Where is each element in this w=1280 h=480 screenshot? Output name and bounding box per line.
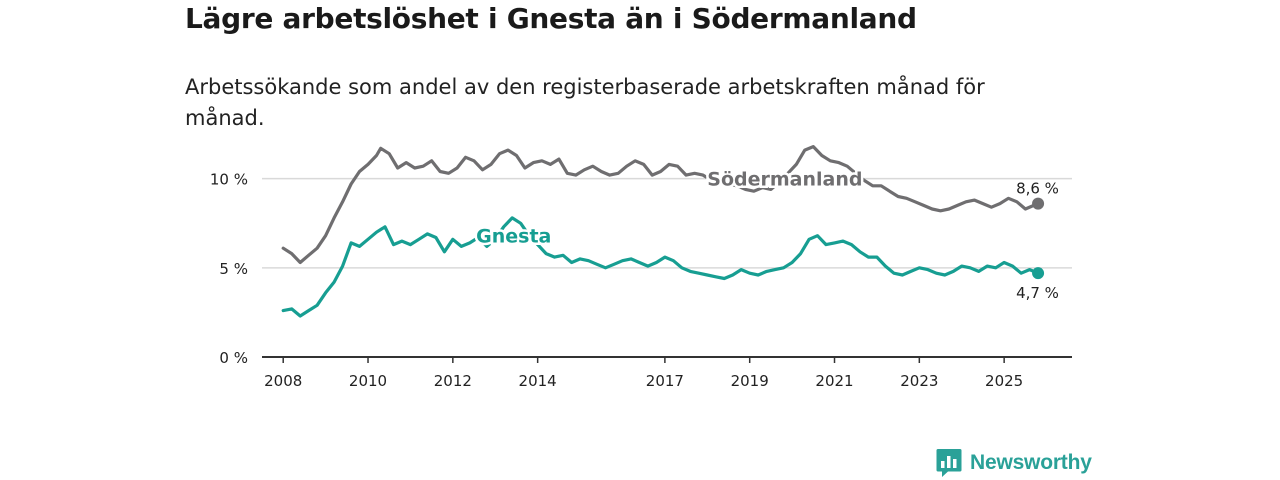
brand-name: Newsworthy	[970, 451, 1092, 474]
series-name-label: Gnesta	[476, 226, 551, 248]
series-lines	[281, 145, 1045, 318]
series-end-label: 4,7 %	[1016, 284, 1059, 302]
series-end-label: 8,6 %	[1016, 180, 1059, 198]
x-tick-label: 2023	[900, 372, 938, 390]
brand-logo: Newsworthy	[936, 448, 1092, 478]
y-tick-label: 10 %	[210, 171, 248, 189]
x-tick-label: 2008	[264, 372, 302, 390]
axes: 0 % 5 % 10 % 2008 2010 2012 2014 2017 2019 2021 20…	[210, 171, 1072, 390]
series-end-marker	[1032, 267, 1045, 280]
gridlines	[262, 177, 1072, 269]
line-chart: 0 % 5 % 10 % 2008 2010 2012 2014 2017 2019 2021 20…	[210, 145, 1072, 390]
series-labels: 8,6 % Södermanland 4,7 % Gnesta	[474, 166, 1059, 302]
x-tick-label: 2012	[434, 372, 472, 390]
chart-title: Lägre arbetslöshet i Gnesta än i Söderma…	[185, 2, 917, 35]
x-tick-label: 2025	[985, 372, 1023, 390]
series-line-södermanland	[281, 145, 1040, 265]
series-line-gnesta	[281, 216, 1040, 318]
x-tick-label: 2014	[519, 372, 557, 390]
x-tick-label: 2010	[349, 372, 387, 390]
y-tick-label: 0 %	[219, 349, 248, 367]
y-tick-label: 5 %	[219, 260, 248, 278]
x-tick-label: 2021	[815, 372, 853, 390]
series-name-label: Södermanland	[707, 169, 862, 191]
chart-subtitle: Arbetssökande som andel av den registerb…	[185, 75, 985, 130]
x-tick-label: 2017	[646, 372, 684, 390]
newsworthy-logo-icon	[936, 449, 962, 477]
x-tick-label: 2019	[731, 372, 769, 390]
series-end-marker	[1032, 197, 1045, 210]
